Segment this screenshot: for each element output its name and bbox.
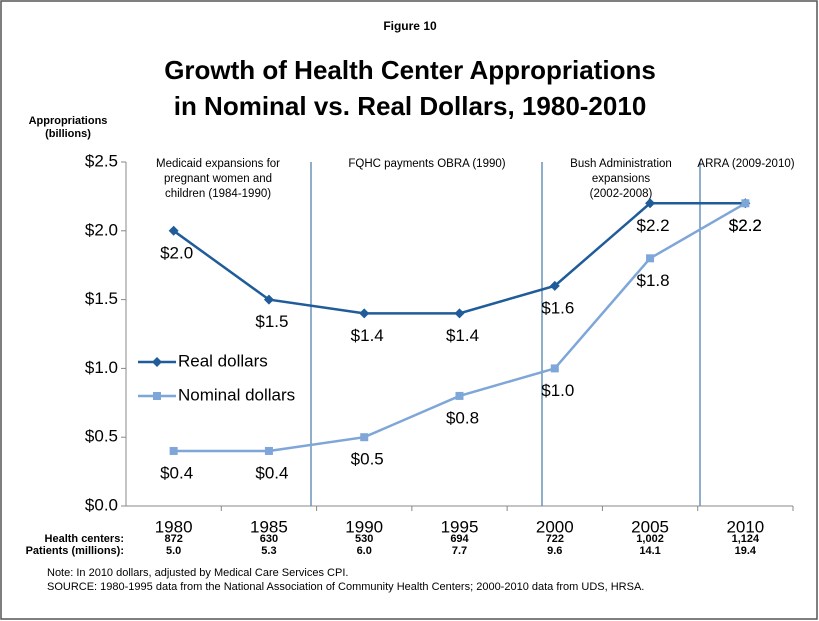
table-row-label: Health centers: [45, 533, 124, 545]
data-label: $1.8 [637, 271, 670, 290]
data-label: $0.8 [446, 408, 479, 427]
table-cell: 7.7 [452, 545, 467, 557]
y-tick-label: $0.0 [85, 495, 118, 514]
x-tick-label: 1990 [345, 517, 383, 536]
data-label: $1.4 [446, 326, 479, 345]
table-cell: 19.4 [735, 545, 757, 557]
data-label: $1.4 [351, 326, 384, 345]
x-tick-label: 1995 [441, 517, 479, 536]
y-tick-label: $2.5 [85, 151, 118, 170]
table-cell: 530 [355, 533, 373, 545]
chart-title: Growth of Health Center Appropriations [164, 55, 656, 85]
annotation: Bush Administration [570, 158, 672, 170]
annotation: pregnant women and [164, 173, 272, 185]
chart-title: in Nominal vs. Real Dollars, 1980-2010 [174, 91, 647, 121]
y-tick-label: $2.0 [85, 220, 118, 239]
data-label: $2.2 [729, 216, 762, 235]
data-label: $1.0 [541, 381, 574, 400]
y-axis-label: Appropriations [29, 115, 108, 127]
point [263, 294, 274, 305]
figure-label: Figure 10 [383, 19, 437, 33]
point [455, 391, 464, 400]
table-cell: 1,124 [732, 533, 760, 545]
y-tick-label: $1.5 [85, 289, 118, 308]
data-label: $0.5 [351, 450, 384, 469]
annotation: children (1984-1990) [165, 188, 271, 200]
x-tick-label: 1985 [250, 517, 288, 536]
note: SOURCE: 1980-1995 data from the National… [47, 581, 644, 593]
table-cell: 14.1 [639, 545, 660, 557]
note: Note: In 2010 dollars, adjusted by Medic… [47, 567, 348, 579]
point [549, 280, 560, 291]
data-label: $0.4 [160, 463, 193, 482]
data-label: $0.4 [255, 463, 288, 482]
point [359, 308, 370, 319]
data-label: $2.2 [729, 216, 762, 235]
table-row-label: Patients (millions): [26, 545, 124, 557]
table-cell: 9.6 [547, 545, 562, 557]
table-cell: 722 [546, 533, 564, 545]
table-cell: 630 [260, 533, 278, 545]
table-cell: 1,002 [636, 533, 664, 545]
annotation: Medicaid expansions for [156, 158, 280, 170]
annotation: expansions [592, 173, 650, 185]
table-cell: 6.0 [357, 545, 372, 557]
x-tick-label: 2000 [536, 517, 574, 536]
table-cell: 5.0 [166, 545, 181, 557]
annotation: (2002-2008) [590, 188, 653, 200]
y-tick-label: $0.5 [85, 427, 118, 446]
legend-marker [153, 392, 161, 400]
point [168, 225, 179, 236]
table-cell: 694 [450, 533, 469, 545]
annotation: ARRA (2009-2010) [697, 158, 794, 170]
data-label: $2.2 [637, 216, 670, 235]
point [264, 446, 273, 455]
legend-marker [152, 357, 162, 367]
x-tick-label: 1980 [155, 517, 193, 536]
data-label: $2.0 [160, 243, 193, 262]
annotation: FQHC payments OBRA (1990) [348, 158, 505, 170]
data-label: $1.5 [255, 312, 288, 331]
table-cell: 872 [164, 533, 182, 545]
point [454, 308, 465, 319]
y-tick-label: $1.0 [85, 358, 118, 377]
point [360, 433, 369, 442]
legend-label: Real dollars [178, 351, 268, 370]
point [550, 364, 559, 373]
point [741, 199, 750, 208]
data-label: $1.6 [541, 298, 574, 317]
legend-label: Nominal dollars [178, 385, 295, 404]
point [645, 198, 656, 209]
point [169, 446, 178, 455]
y-axis-label: (billions) [45, 128, 91, 140]
x-tick-label: 2005 [631, 517, 669, 536]
x-tick-label: 2010 [726, 517, 764, 536]
table-cell: 5.3 [261, 545, 276, 557]
point [646, 254, 655, 263]
